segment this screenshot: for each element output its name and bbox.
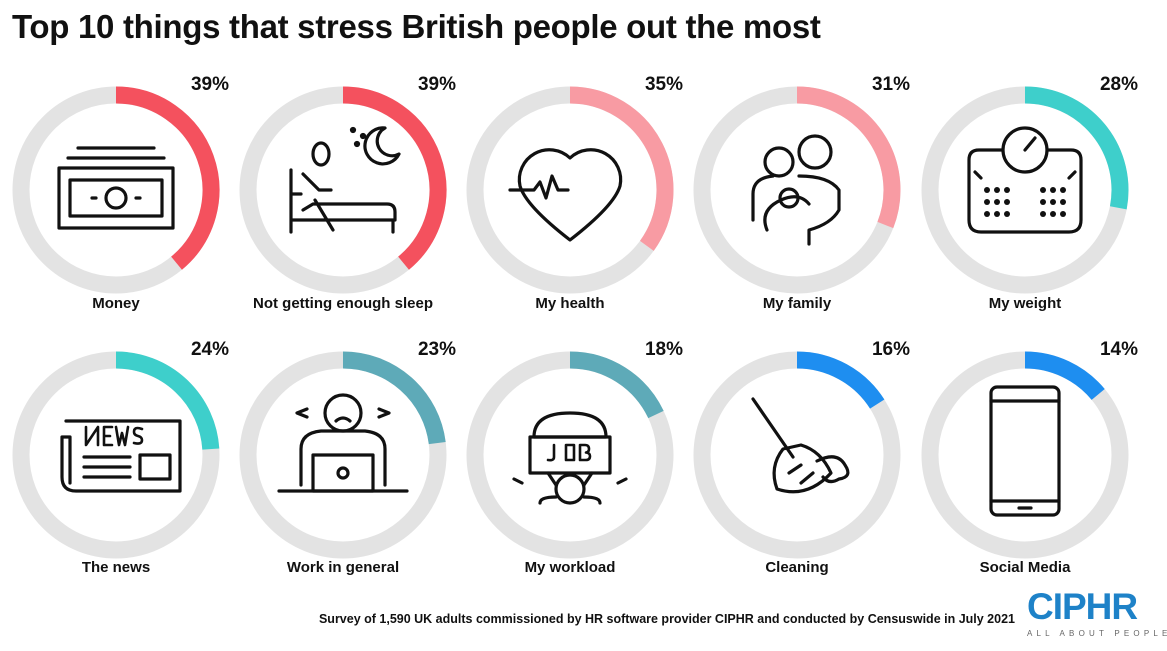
category-label: Not getting enough sleep <box>253 295 433 312</box>
donut-value-arc <box>342 351 446 445</box>
category-label: Social Media <box>980 559 1072 576</box>
percent-label: 23% <box>418 339 456 360</box>
category-label: My workload <box>525 559 616 576</box>
donut-4: 31% My family <box>693 74 910 312</box>
survey-footnote: Survey of 1,590 UK adults commissioned b… <box>318 612 1015 626</box>
donut-value-arc <box>796 86 901 229</box>
smartphone-icon <box>989 385 1061 517</box>
donut-value-arc <box>115 351 220 450</box>
mop-icon <box>751 397 850 494</box>
category-label: Work in general <box>287 559 399 576</box>
ciphr-logo: CIPHR ALL ABOUT PEOPLE <box>1027 588 1167 639</box>
donut-value-arc <box>1024 86 1129 210</box>
donut-10: 14% Social Media <box>921 339 1138 576</box>
donut-value-arc <box>1024 351 1105 401</box>
stressed-worker-icon <box>277 393 409 493</box>
heartbeat-icon <box>508 148 623 242</box>
category-label: My family <box>763 295 832 312</box>
banknote-icon <box>57 146 175 230</box>
percent-label: 39% <box>191 74 229 95</box>
donut-9: 16% Cleaning <box>693 339 910 576</box>
percent-label: 35% <box>645 74 683 95</box>
job-weight-icon <box>512 411 628 505</box>
logo-tagline: ALL ABOUT PEOPLE <box>1027 629 1167 638</box>
donut-value-arc <box>569 86 674 251</box>
category-label: Money <box>92 295 140 312</box>
category-label: My health <box>535 295 604 312</box>
category-label: The news <box>82 559 150 576</box>
donut-8: 18% My workload <box>466 339 683 576</box>
percent-label: 16% <box>872 339 910 360</box>
category-label: Cleaning <box>765 559 828 576</box>
bed-moon-icon <box>289 126 401 234</box>
percent-label: 24% <box>191 339 229 360</box>
newspaper-icon <box>60 419 182 493</box>
family-icon <box>751 134 841 246</box>
logo-wordmark: CIPHR <box>1027 586 1138 627</box>
donut-7: 23% Work in general <box>239 339 456 576</box>
donut-5: 28% My weight <box>921 74 1138 312</box>
category-label: My weight <box>989 295 1062 312</box>
percent-label: 28% <box>1100 74 1138 95</box>
percent-label: 39% <box>418 74 456 95</box>
percent-label: 14% <box>1100 339 1138 360</box>
donut-3: 35% My health <box>466 74 683 312</box>
donut-6: 24% The news <box>12 339 229 576</box>
donut-2: 39% Not getting enough sleep <box>239 74 456 312</box>
scale-icon <box>967 126 1083 234</box>
percent-label: 31% <box>872 74 910 95</box>
donut-value-arc <box>115 86 220 270</box>
donut-1: 39% Money <box>12 74 229 312</box>
chart-title: Top 10 things that stress British people… <box>12 8 821 45</box>
percent-label: 18% <box>645 339 683 360</box>
donut-value-arc <box>569 351 664 419</box>
donut-value-arc <box>796 351 885 409</box>
donut-value-arc <box>342 86 447 270</box>
